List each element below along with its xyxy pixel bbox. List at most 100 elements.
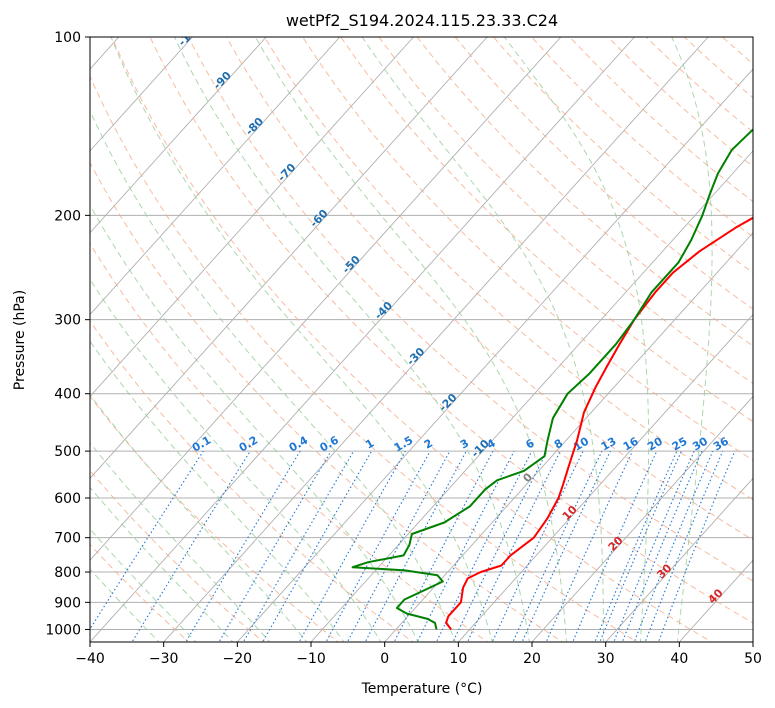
moist-adiabat-line — [110, 37, 493, 642]
isotherm-line — [90, 37, 193, 152]
y-axis: 100 200 300 400 500 600 700 800 900 1000 — [45, 30, 90, 638]
dry-adiabat-line — [761, 37, 775, 644]
moist-adiabat-line — [671, 37, 713, 642]
mixing-ratio-label: 6 — [523, 436, 536, 451]
mixing-ratio-line — [185, 450, 301, 642]
mixing-ratio-line — [512, 450, 603, 642]
mixing-ratio-line — [521, 450, 611, 642]
y-tick-label: 300 — [54, 313, 81, 329]
x-tick-label: −30 — [149, 651, 179, 667]
isotherm-line — [90, 37, 267, 234]
chart-title: wetPf2_S194.2024.115.23.33.C24 — [286, 11, 558, 31]
isotherm-line — [457, 313, 753, 642]
dry-adiabat-line — [90, 469, 265, 642]
mixing-ratio-line — [90, 450, 204, 630]
dry-adiabat-line — [645, 37, 753, 133]
dry-adiabat-label: 10 — [560, 503, 580, 523]
isotherm-line — [236, 68, 753, 642]
dry-adiabat-label: -20 — [436, 391, 459, 414]
mixing-ratio-line — [657, 450, 736, 642]
y-tick-label: 800 — [54, 565, 81, 581]
isotherm-line — [90, 37, 635, 642]
y-tick-label: 600 — [54, 491, 81, 507]
mixing-ratio-label: 2 — [422, 437, 435, 452]
mixing-ratio-line — [346, 450, 451, 642]
moist-adiabat-line — [90, 278, 382, 642]
x-tick-label: 10 — [449, 651, 467, 667]
moist-adiabat-line — [361, 37, 604, 642]
x-tick-label: 50 — [744, 651, 762, 667]
moist-adiabat-line — [255, 37, 568, 642]
moist-adiabat-line — [90, 528, 197, 642]
dry-adiabat-label: -90 — [211, 69, 234, 92]
dry-adiabat-line — [90, 543, 190, 642]
mixing-ratio-line — [466, 450, 561, 642]
mixing-ratio-line — [621, 450, 703, 642]
x-tick-label: −10 — [296, 651, 326, 667]
plot-area: 0.1 0.2 0.4 0.6 1 1.5 2 3 4 6 8 10 13 16 20 25 30 36-100-… — [90, 20, 775, 644]
mixing-ratio-line — [491, 450, 584, 642]
isotherm-line — [678, 559, 753, 642]
isotherm-line — [605, 477, 753, 642]
x-tick-label: 40 — [670, 651, 688, 667]
moist-adiabat-line — [504, 37, 650, 642]
dry-adiabat-label: -40 — [372, 299, 395, 322]
mixing-ratio-line — [613, 450, 695, 642]
x-tick-label: 30 — [597, 651, 615, 667]
mixing-ratio-line — [364, 450, 467, 642]
dry-adiabat-line — [90, 161, 564, 642]
y-axis-title: Pressure (hPa) — [12, 290, 28, 390]
isotherm-line — [384, 232, 753, 642]
moist-adiabat-line — [90, 393, 308, 642]
y-tick-label: 500 — [54, 444, 81, 460]
isotherm-line — [90, 37, 562, 561]
dewpoint-profile-line — [351, 128, 753, 630]
isotherm-line — [752, 641, 753, 642]
mixing-ratio-line — [599, 450, 682, 642]
dry-adiabat-line — [493, 37, 753, 274]
dry-adiabat-label: -60 — [307, 207, 330, 230]
y-tick-label: 400 — [54, 387, 81, 403]
y-tick-label: 1000 — [45, 622, 81, 638]
dry-adiabat-label: -30 — [404, 345, 427, 368]
dry-adiabat-line — [225, 37, 753, 541]
isotherm-line — [90, 37, 341, 316]
y-tick-label: 100 — [54, 30, 81, 46]
moist-adiabat-line — [90, 109, 456, 642]
dry-adiabat-line — [416, 37, 753, 347]
dry-adiabat-line — [90, 242, 489, 642]
dry-adiabat-line — [569, 37, 753, 203]
dry-adiabat-line — [90, 395, 340, 642]
moist-adiabat-line — [90, 204, 419, 642]
isotherm-line — [90, 37, 488, 479]
isotherm-line — [310, 150, 753, 642]
isotherm-line — [90, 37, 414, 398]
plot-frame — [89, 36, 754, 643]
temperature-profile-line — [445, 216, 753, 631]
x-tick-label: −20 — [223, 651, 253, 667]
mixing-ratio-line — [242, 450, 355, 642]
moist-adiabat-line — [90, 340, 345, 642]
moist-adiabat-line — [90, 486, 234, 642]
isotherm-line — [163, 37, 709, 642]
mixing-ratio-line — [416, 450, 515, 642]
y-tick-label: 900 — [54, 595, 81, 611]
dry-adiabat-line — [90, 75, 638, 642]
y-tick-label: 200 — [54, 208, 81, 224]
dry-adiabat-line — [264, 37, 753, 501]
mixing-ratio-line — [262, 450, 373, 642]
x-axis-title: Temperature (°C) — [361, 681, 483, 697]
dry-adiabat-line — [607, 37, 753, 168]
dry-adiabat-line — [302, 37, 753, 461]
dry-adiabat-label: -100 — [176, 20, 205, 49]
dry-adiabat-line — [149, 37, 753, 624]
x-axis: −40 −30 −20 −10 0 10 20 30 40 50 — [75, 642, 762, 667]
isotherm-line — [531, 395, 753, 642]
mixing-ratio-line — [644, 450, 724, 642]
mixing-ratio-line — [218, 450, 332, 642]
dry-adiabat-line — [531, 37, 753, 238]
dry-adiabat-line — [90, 320, 414, 642]
dry-adiabat-line — [378, 37, 753, 385]
y-tick-label: 700 — [54, 531, 81, 547]
